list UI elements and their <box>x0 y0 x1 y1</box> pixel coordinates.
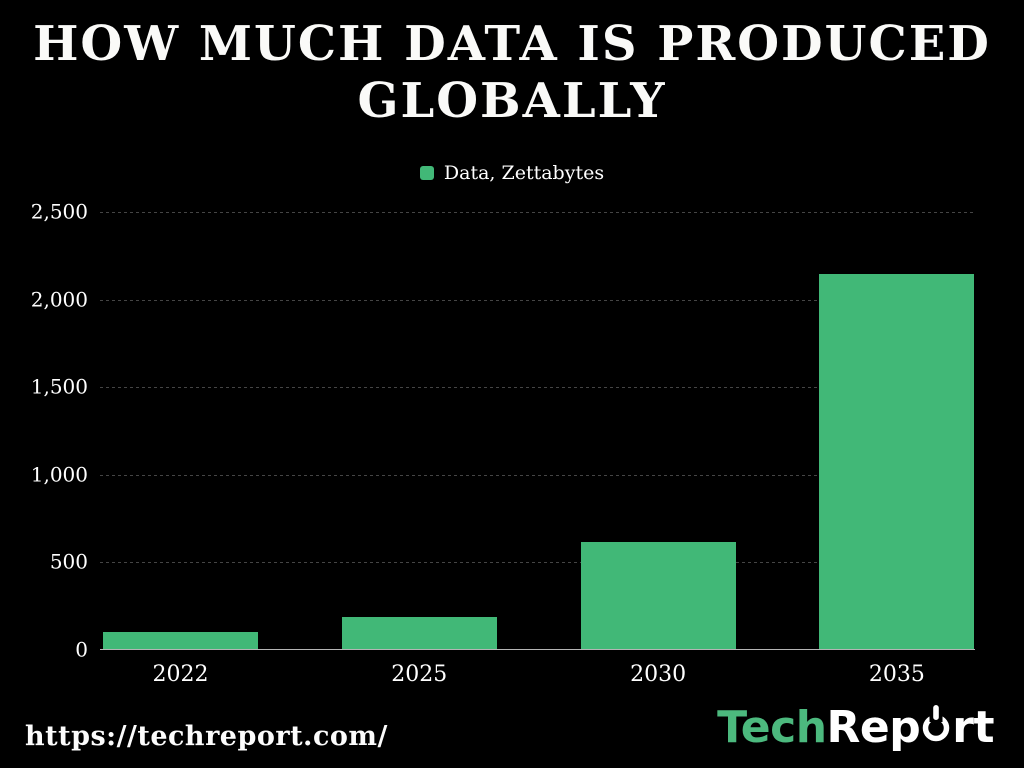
legend-label: Data, Zettabytes <box>443 162 605 184</box>
legend-swatch-icon <box>419 166 434 180</box>
x-tick-label: 2035 <box>868 662 925 687</box>
y-tick-label: 2,500 <box>30 199 88 224</box>
bar-2030 <box>580 541 736 649</box>
bar-2025 <box>341 617 497 649</box>
logo-text-green: Tech <box>717 702 827 753</box>
x-tick-label: 2022 <box>152 662 209 687</box>
page-title: HOW MUCH DATA IS PRODUCED GLOBALLY <box>0 16 1024 130</box>
y-axis-labels: 0 500 1,000 1,500 2,000 2,500 <box>0 200 96 662</box>
techreport-logo: TechRep rt <box>717 702 994 753</box>
power-icon <box>923 705 950 742</box>
plot-area: 2022 2025 2030 2035 <box>100 212 975 687</box>
gridline <box>100 474 975 476</box>
y-tick-label: 0 <box>75 637 88 662</box>
source-url: https://techreport.com/ <box>25 721 388 752</box>
y-tick-label: 500 <box>49 549 88 574</box>
gridline <box>100 299 975 301</box>
page-title-line1: HOW MUCH DATA IS PRODUCED <box>33 16 991 72</box>
logo-text-white-2: rt <box>952 702 994 753</box>
logo-text-white-1: Rep <box>826 702 921 753</box>
y-tick-label: 1,500 <box>30 374 88 399</box>
x-tick-label: 2025 <box>391 662 448 687</box>
gridline <box>100 387 975 389</box>
gridline <box>100 212 975 213</box>
x-tick-label: 2030 <box>630 662 687 687</box>
legend: Data, Zettabytes <box>0 162 1024 184</box>
page-title-line2: GLOBALLY <box>357 73 667 129</box>
y-tick-label: 1,000 <box>30 462 88 487</box>
y-tick-label: 2,000 <box>30 287 88 312</box>
gridline <box>100 562 975 564</box>
x-axis-line <box>100 649 975 650</box>
bar-2035 <box>819 273 975 649</box>
bar-2022 <box>103 632 258 649</box>
